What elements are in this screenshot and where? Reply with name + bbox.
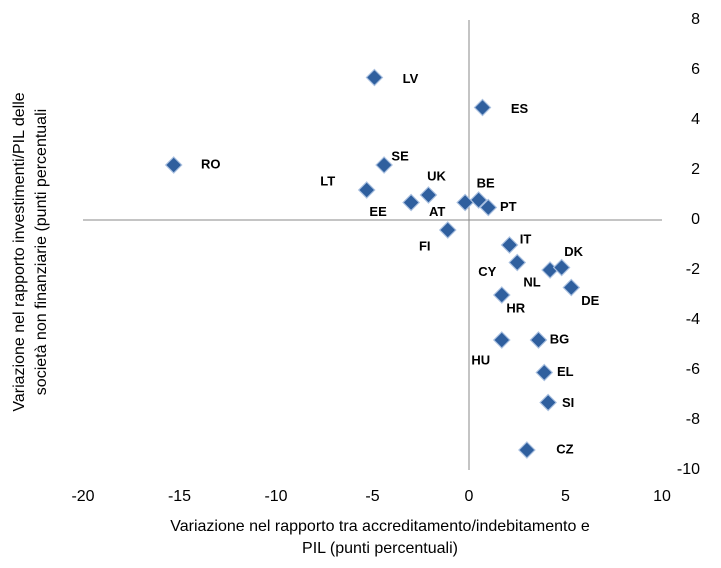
y-tick-label: 4 [691,111,700,128]
x-axis-title: Variazione nel rapporto tra accreditamen… [170,518,590,535]
point-label: LV [403,71,419,86]
x-tick-label: 10 [653,488,671,505]
point [456,193,474,212]
y-tick-label: -4 [686,311,700,328]
point-label: BG [550,331,570,346]
x-axis-title: PIL (punti percentuali) [302,540,458,557]
point-label: BE [477,175,495,190]
point-label: FI [419,238,431,253]
point [357,181,376,199]
x-tick-label: -5 [365,488,379,505]
point [508,253,527,272]
point [562,278,581,297]
point [539,393,557,412]
point [438,221,457,239]
point [419,186,438,204]
point [535,363,554,382]
point-label: RO [201,156,221,171]
point-label: NL [523,274,540,289]
x-tick-label: 0 [465,488,474,505]
y-tick-label: 6 [691,61,700,78]
y-tick-label: 0 [691,211,700,228]
y-tick-label: 2 [691,161,700,178]
x-tick-label: -20 [71,488,94,505]
y-tick-label: -8 [686,411,700,428]
x-tick-label: -10 [264,488,287,505]
y-tick-label: -2 [686,261,700,278]
y-axis-title: Variazione nel rapporto investimenti/PIL… [11,92,28,411]
y-axis-title: società non finanziarie (punti percentua… [33,109,50,395]
point [469,191,488,209]
point-label: CZ [556,441,573,456]
point-label: EE [369,204,387,219]
point-label: AT [429,204,445,219]
point-label: LT [320,173,335,188]
point [402,193,420,212]
point [500,236,519,254]
point-label: HR [506,300,525,315]
point-label: DK [564,244,583,259]
point [552,258,571,277]
point [492,331,511,349]
point [375,156,393,174]
point-label: PT [500,199,517,214]
point-label: UK [427,168,446,183]
point-label: SI [562,395,574,410]
y-tick-label: -10 [677,461,700,478]
x-tick-label: -15 [168,488,191,505]
point [365,68,384,87]
point [518,441,536,459]
point-label: CY [478,264,496,279]
y-tick-label: 8 [691,11,700,28]
point-label: ES [511,101,529,116]
point [473,98,492,117]
point-label: EL [557,364,574,379]
x-tick-label: 5 [561,488,570,505]
y-tick-label: -6 [686,361,700,378]
point-label: IT [520,231,532,246]
point [164,156,183,174]
point-label: SE [391,148,409,163]
point-label: DE [581,293,599,308]
point [492,286,511,304]
point [529,331,548,349]
point-label: HU [471,352,490,367]
point [479,198,498,217]
